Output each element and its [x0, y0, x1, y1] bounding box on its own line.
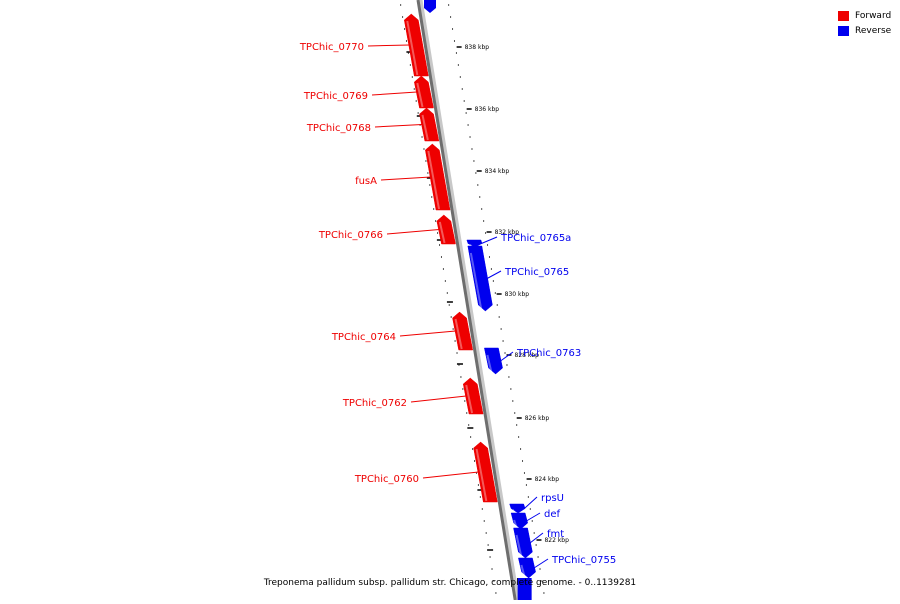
gene-connector — [422, 471, 479, 479]
gene-label: TPChic_0763 — [516, 348, 581, 359]
gene-label: fusA — [355, 176, 377, 187]
legend-forward: Forward — [838, 8, 891, 23]
gene-label: TPChic_0762 — [342, 398, 407, 409]
gene-connector — [410, 395, 467, 403]
gene-highlight — [465, 384, 474, 414]
gene-block — [436, 214, 456, 245]
gene-block — [513, 527, 533, 559]
gene-block — [425, 143, 451, 211]
scale-tick-label: 826 kbp — [525, 415, 550, 422]
gene-label: TPChic_0770 — [299, 42, 364, 53]
gene-highlight — [513, 519, 518, 529]
gene-connector — [533, 558, 549, 569]
gene-connector — [371, 91, 417, 96]
gene-highlight — [438, 221, 446, 244]
scale-tick-label: 834 kbp — [485, 168, 510, 175]
gene-block — [414, 75, 434, 109]
gene-connector — [386, 229, 440, 235]
gene-highlight — [486, 354, 493, 374]
gene-connector — [529, 532, 544, 544]
scale-tick-label: 828 kbp — [515, 352, 540, 359]
gene-label: rpsU — [541, 493, 564, 504]
legend-reverse-label: Reverse — [855, 25, 892, 36]
gene-label: TPChic_0764 — [331, 332, 396, 343]
scale-tick-label: 838 kbp — [465, 44, 490, 51]
gene-highlight — [454, 318, 463, 350]
gene-connector — [374, 124, 423, 128]
gene-block — [467, 245, 493, 312]
gene-block — [509, 503, 526, 514]
scale-tick-label: 830 kbp — [505, 291, 530, 298]
legend-forward-label: Forward — [855, 10, 892, 21]
gene-connector — [500, 351, 514, 362]
gene-block — [518, 557, 536, 579]
gene-connector — [399, 330, 456, 337]
gene-label: fmt — [547, 529, 564, 540]
scale-tick-label: 822 kbp — [544, 537, 569, 544]
gene-highlight — [469, 252, 483, 311]
gene-label: TPChic_0755 — [551, 555, 616, 566]
gene-connector — [486, 270, 502, 279]
gene-label: TPChic_0765a — [500, 233, 571, 244]
gene-block — [403, 13, 429, 77]
gene-highlight — [511, 508, 515, 513]
reverse-swatch — [838, 25, 849, 36]
forward-swatch — [838, 10, 849, 21]
gene-label: TPChic_0765 — [504, 267, 569, 278]
gene-connector — [367, 44, 410, 47]
gene-block — [510, 512, 528, 530]
gene-connector — [526, 512, 541, 522]
gene-block — [419, 107, 440, 142]
gene-highlight — [416, 82, 424, 108]
gene-block — [484, 347, 503, 375]
gene-highlight — [406, 20, 419, 76]
backbone-line — [416, 0, 517, 601]
gene-highlight — [427, 150, 441, 210]
scale-tick-label: 836 kbp — [475, 106, 500, 113]
gene-highlight — [421, 114, 429, 141]
gene-connector — [481, 236, 498, 244]
scale-tick-label: 824 kbp — [535, 476, 560, 483]
gene-highlight — [515, 534, 523, 558]
genome-caption: Treponema pallidum subsp. pallidum str. … — [263, 578, 637, 588]
gene-highlight — [520, 564, 526, 578]
gene-block-partial — [424, 0, 436, 13]
gene-connector — [524, 496, 538, 509]
gene-highlight — [475, 448, 488, 502]
gene-label: TPChic_0769 — [303, 91, 368, 102]
gene-label: def — [544, 509, 561, 520]
gene-block — [466, 239, 483, 248]
gene-connector — [380, 176, 431, 181]
gene-block — [462, 377, 484, 415]
scale-tick-label: 832 kbp — [495, 229, 520, 236]
guide-dashes — [400, 4, 545, 594]
strand-legend: Forward Reverse — [838, 8, 891, 38]
backbone-shadow — [417, 0, 520, 601]
gene-label: TPChic_0760 — [354, 474, 419, 485]
gene-block — [452, 311, 474, 351]
gene-block — [473, 441, 498, 503]
gene-label: TPChic_0768 — [306, 123, 371, 134]
gene-block-partial — [517, 578, 532, 600]
gene-label: TPChic_0766 — [318, 230, 383, 241]
legend-reverse: Reverse — [838, 23, 891, 38]
